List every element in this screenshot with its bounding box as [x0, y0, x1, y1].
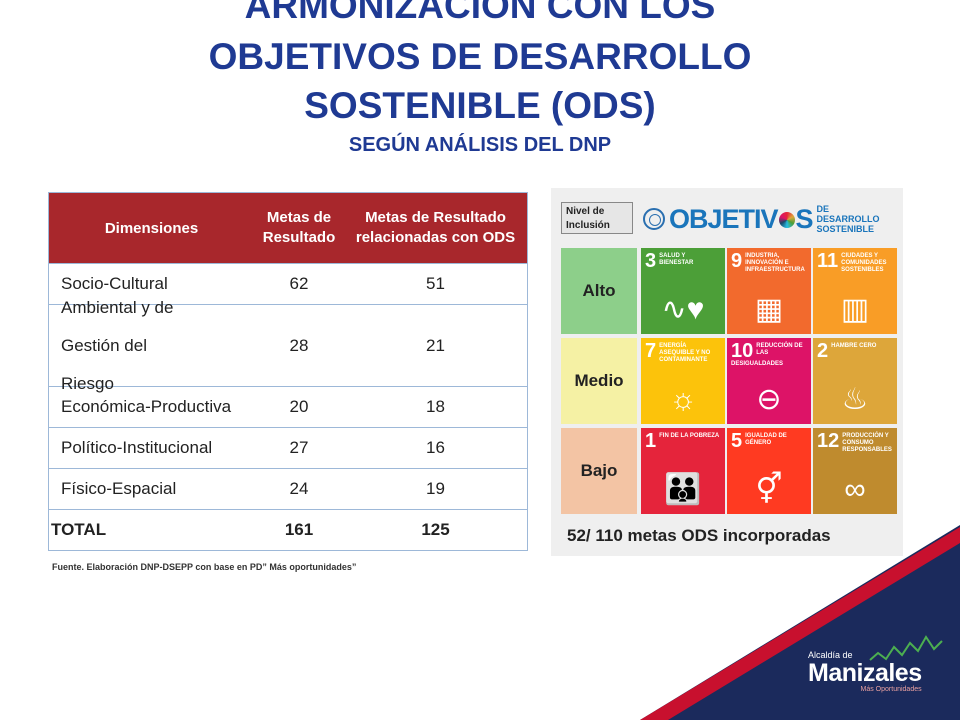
metas-incorporadas: 52/ 110 metas ODS incorporadas	[567, 526, 831, 545]
cell-dimension: Físico-Espacial	[61, 479, 177, 498]
ods-tile-number: 9	[731, 250, 743, 272]
ods-tile-label: CIUDADES Y COMUNIDADES SOSTENIBLES	[841, 253, 887, 273]
family-icon: 👪	[664, 473, 702, 506]
table-row: Económica-Productiva 20 18	[49, 386, 527, 427]
ods-logo: OBJETIV S DE DESARROLLO SOSTENIBLE	[643, 202, 897, 236]
cell-dimension: Político-Institucional	[61, 438, 213, 457]
ods-tile-3: 3 SALUD Y BIENESTAR ∿♥	[641, 248, 725, 334]
nivel-inclusion-label: Nivel de Inclusión	[561, 202, 633, 234]
table-row: Político-Institucional 27 16	[49, 427, 527, 468]
subtitle: SEGÚN ANÁLISIS DEL DNP	[348, 134, 612, 156]
cell-ods: 18	[426, 397, 445, 416]
ods-tile-label: REDUCCIÓN DE LAS DESIGUALDADES	[731, 343, 803, 367]
brand-tagline: Más Oportunidades	[860, 686, 922, 693]
ods-tile-11: 11 CIUDADES Y COMUNIDADES SOSTENIBLES ▥	[813, 248, 897, 334]
ods-tile-label: PRODUCCIÓN Y CONSUMO RESPONSABLES	[842, 433, 892, 453]
cell-ods: 21	[426, 335, 445, 355]
ods-tile-label: SALUD Y BIENESTAR	[659, 253, 694, 266]
logo-text: OBJETIV S	[669, 203, 814, 234]
ods-tile-number: 11	[817, 250, 839, 272]
bowl-icon: ♨	[841, 383, 869, 416]
title-line-2: OBJETIVOS DE DESARROLLO	[208, 36, 752, 77]
infinity-icon: ∞	[844, 473, 866, 506]
metas-table: Dimensiones Metas de Resultado Metas de …	[48, 192, 528, 551]
cell-dimension: Ambiental y de Gestión del Riesgo	[61, 297, 174, 393]
cell-total-ods: 125	[421, 520, 450, 539]
cell-metas: 62	[289, 274, 309, 293]
sun-power-icon: ☼	[669, 383, 697, 416]
title-line-1: ARMONIZACIÓN CON LOS	[244, 0, 716, 26]
ods-tile-number: 5	[731, 430, 743, 452]
equality-icon: ⊖	[756, 383, 782, 416]
ods-tile-number: 3	[645, 250, 657, 272]
ods-tile-7: 7 ENERGÍA ASEQUIBLE Y NO CONTAMINANTE ☼	[641, 338, 725, 424]
cell-total-label: TOTAL	[51, 520, 107, 539]
title-line-3: SOSTENIBLE (ODS)	[304, 85, 656, 126]
gender-icon: ⚥	[755, 473, 783, 506]
sdg-wheel-icon	[778, 212, 795, 229]
header-dimensiones: Dimensiones	[104, 219, 199, 237]
ods-tile-number: 12	[817, 430, 840, 452]
brand-name: Manizales	[808, 659, 922, 687]
ods-panel: Nivel de Inclusión OBJETIV S DE DESARROLL…	[551, 188, 903, 556]
header-metas-resultado: Metas de Resultado	[262, 209, 336, 246]
logo-side-text: DE DESARROLLO SOSTENIBLE	[816, 204, 880, 234]
ods-tile-label: ENERGÍA ASEQUIBLE Y NO CONTAMINANTE	[659, 343, 711, 363]
cell-ods: 51	[426, 274, 445, 293]
cell-metas: 24	[289, 479, 309, 498]
ods-tile-1: 1 FIN DE LA POBREZA 👪	[641, 428, 725, 514]
ods-tile-label: INDUSTRIA, INNOVACIÓN E INFRAESTRUCTURA	[745, 253, 805, 273]
header-metas-ods: Metas de Resultado relacionadas con ODS	[355, 209, 516, 246]
ods-tile-5: 5 IGUALDAD DE GÉNERO ⚥	[727, 428, 811, 514]
ods-tile-number: 10	[731, 340, 754, 362]
table-row: Ambiental y de Gestión del Riesgo 28 21	[49, 298, 527, 393]
table-source-note: Fuente. Elaboración DNP-DSEPP con base e…	[52, 562, 357, 572]
ods-tile-2: 2 HAMBRE CERO ♨	[813, 338, 897, 424]
cell-metas: 20	[289, 397, 309, 416]
level-alto: Alto	[561, 248, 637, 334]
level-bajo: Bajo	[561, 428, 637, 514]
corner-decoration	[640, 525, 960, 720]
corner-navy-shape	[640, 525, 960, 720]
ods-tile-label: HAMBRE CERO	[831, 343, 877, 349]
ods-tile-10: 10 REDUCCIÓN DE LAS DESIGUALDADES ⊖	[727, 338, 811, 424]
ods-tile-12: 12 PRODUCCIÓN Y CONSUMO RESPONSABLES ∞	[813, 428, 897, 514]
table-row: Físico-Espacial 24 19	[49, 468, 527, 509]
ods-tile-number: 2	[817, 340, 829, 362]
ods-tile-number: 1	[645, 430, 657, 452]
cell-dimension: Socio-Cultural	[61, 274, 168, 293]
alcaldia-brand: Alcaldía de Manizales Más Oportunidades	[808, 650, 922, 693]
ods-tile-number: 7	[645, 340, 657, 362]
cell-ods: 19	[426, 479, 445, 498]
cell-dimension: Económica-Productiva	[61, 397, 232, 416]
city-icon: ▥	[840, 293, 870, 326]
ods-tile-label: FIN DE LA POBREZA	[659, 433, 720, 439]
ods-tile-9: 9 INDUSTRIA, INNOVACIÓN E INFRAESTRUCTURA…	[727, 248, 811, 334]
cell-total-metas: 161	[284, 520, 314, 539]
level-medio: Medio	[561, 338, 637, 424]
cell-metas: 28	[289, 335, 309, 355]
cell-ods: 16	[426, 438, 445, 457]
cell-metas: 27	[289, 438, 309, 457]
heartbeat-icon: ∿♥	[661, 293, 705, 326]
table-total-row: TOTAL 161 125	[49, 509, 527, 550]
brand-small-text: Alcaldía de	[808, 650, 853, 660]
ods-tile-label: IGUALDAD DE GÉNERO	[745, 433, 787, 446]
corner-red-stripe	[640, 527, 960, 720]
table-row: Socio-Cultural 62 51	[49, 263, 527, 304]
un-emblem-icon	[643, 208, 665, 230]
mountains-icon	[869, 635, 943, 661]
cubes-icon: ▦	[754, 293, 784, 326]
table-header: Dimensiones Metas de Resultado Metas de …	[49, 193, 527, 263]
